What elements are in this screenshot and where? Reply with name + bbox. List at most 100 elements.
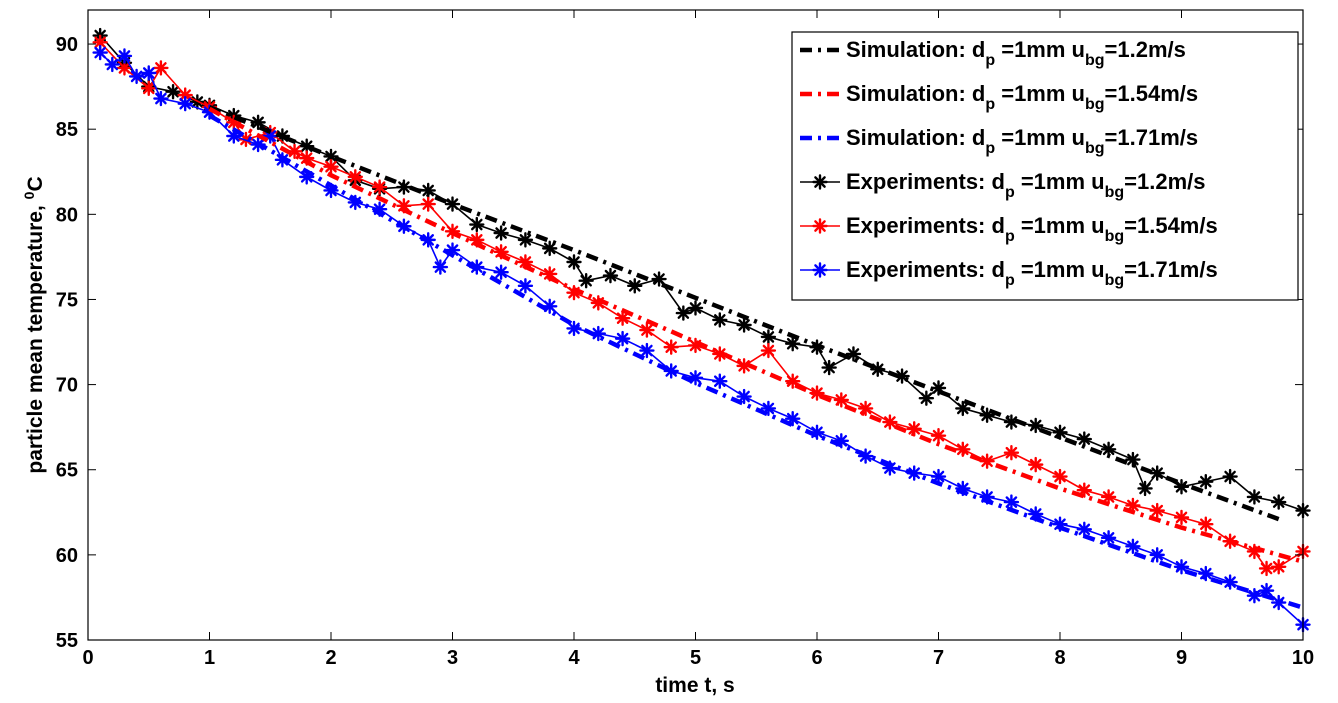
x-tick-label: 5 [690,647,701,669]
data-point [930,468,947,485]
data-point [1003,494,1020,510]
data-point [955,400,971,417]
x-axis-label: time t, s [655,674,734,697]
legend-label: Experiments: dp =1mm ubg=1.71m/s [846,257,1218,289]
data-point [821,359,837,376]
data-point [1100,441,1117,457]
data-point [1052,468,1068,485]
data-point [1003,445,1020,461]
x-tick-label: 4 [568,647,580,669]
data-point [141,65,157,81]
legend-marker [812,218,828,234]
legend-label: Experiments: dp =1mm ubg=1.2m/s [846,169,1205,201]
x-tick-label: 3 [447,647,458,669]
data-point [712,312,728,328]
data-point [1246,588,1263,604]
data-point [845,346,862,362]
legend-label: Simulation: dp =1mm ubg=1.71m/s [846,125,1198,157]
data-point [469,216,485,233]
data-point [614,330,631,347]
data-point [1222,468,1238,485]
data-point [785,336,801,352]
data-point [250,114,266,131]
x-tick-label: 0 [82,647,93,669]
data-point [1149,547,1165,563]
data-point [1076,521,1093,538]
data-point [1270,559,1287,575]
series-line [208,113,1304,610]
legend-marker [812,262,828,278]
y-axis: 55 60 65 70 75 80 85 90 [56,34,1303,652]
data-point [420,196,436,212]
data-point [736,388,752,405]
data-point [1149,465,1165,481]
y-tick-label: 75 [56,289,78,311]
data-point [1076,431,1093,447]
data-point [1198,516,1214,532]
legend-box [791,31,1299,301]
data-point [857,400,874,417]
data-point [1173,509,1190,526]
data-point [177,95,193,112]
data-point [1246,489,1263,505]
data-point [1125,538,1141,555]
data-point [566,254,582,270]
y-tick-label: 90 [56,34,78,56]
series-simulation-2 [208,113,1304,610]
data-point [760,329,777,345]
data-point [930,427,947,444]
data-point [663,339,679,355]
y-tick-label: 55 [56,630,78,652]
legend-item: Experiments: dp =1mm ubg=1.2m/s [800,169,1205,201]
data-point [1125,451,1141,468]
data-point [712,373,728,389]
data-point [153,60,169,76]
data-point [760,342,777,359]
legend-item: Simulation: dp =1mm ubg=1.71m/s [800,125,1198,157]
data-point [517,232,534,248]
data-point [1052,424,1068,440]
data-point [1149,502,1165,519]
data-point [92,44,108,61]
legend-item: Experiments: dp =1mm ubg=1.71m/s [800,257,1218,289]
data-point [736,317,752,333]
data-point [918,390,935,406]
legend-marker [812,174,828,190]
x-tick-label: 2 [325,647,336,669]
x-tick-label: 10 [1292,647,1314,669]
x-axis: 0 1 2 3 4 5 6 7 8 9 10 [82,10,1314,669]
y-tick-label: 85 [56,119,78,141]
series-simulation-0 [208,105,1280,522]
data-point [493,225,509,241]
data-point [1222,574,1238,590]
data-point [1270,494,1287,510]
legend-label: Simulation: dp =1mm ubg=1.2m/s [846,37,1186,69]
data-point [1198,565,1214,582]
data-point [104,56,121,73]
data-point [1137,480,1153,497]
data-point [323,158,339,175]
legend: Simulation: dp =1mm ubg=1.2m/s Simulation… [791,31,1299,301]
data-point [1100,489,1117,505]
data-point [675,305,692,321]
data-point [979,453,995,469]
data-point [1198,473,1214,490]
y-tick-label: 80 [56,204,78,226]
data-point [396,179,412,195]
x-tick-label: 7 [933,647,944,669]
series-simulation-1 [208,106,1304,564]
data-point [517,278,534,294]
series-line [208,105,1280,522]
y-tick-label: 70 [56,375,78,397]
series-layer [92,27,1311,633]
data-point [141,80,157,97]
data-point [627,278,643,294]
data-point [128,68,145,85]
data-point [347,169,363,185]
legend-label: Experiments: dp =1mm ubg=1.54m/s [846,213,1218,245]
legend-item: Simulation: dp =1mm ubg=1.2m/s [800,37,1186,69]
data-point [177,87,193,103]
series-line [208,106,1304,564]
data-point [116,48,133,64]
